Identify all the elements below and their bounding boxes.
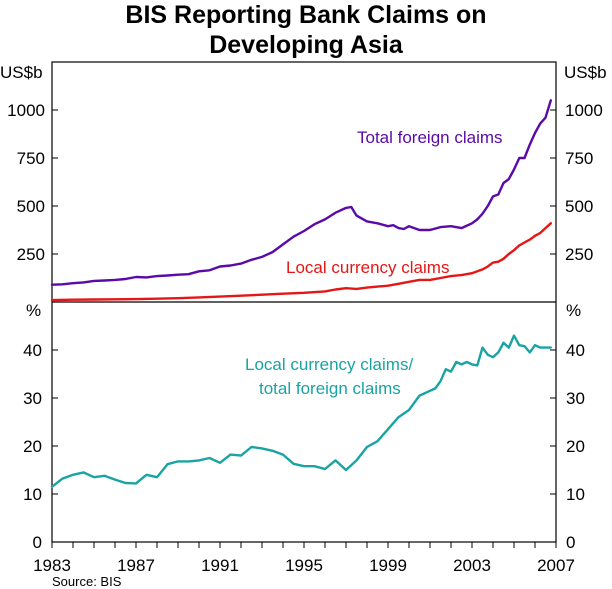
top-right-tick-label: 500 [565,197,593,216]
top-left-tick-label: 1000 [7,101,45,120]
top-right-tick-label: 250 [565,245,593,264]
bottom-right-tick-label: 0 [566,533,575,552]
local-currency-claims-line [50,222,552,302]
top-left-unit-label: US$b [0,63,43,82]
axis-labels: 250 250 500 500 750 750 1000 1000 US$b US$b 0 0 10 10… [0,63,607,575]
top-left-tick-label: 500 [17,197,45,216]
tick-marks [51,109,557,548]
ratio-label-line2: total foreign claims [259,379,401,398]
x-tick-label: 1995 [285,556,323,575]
x-tick-label: 1991 [201,556,239,575]
top-left-tick-label: 750 [17,149,45,168]
source-note: Source: BIS [52,574,122,589]
total-foreign-claims-label: Total foreign claims [357,128,503,147]
top-right-unit-label: US$b [564,63,607,82]
bottom-right-unit-label: % [566,301,581,320]
bottom-right-tick-label: 40 [566,341,585,360]
bottom-left-tick-label: 0 [33,533,42,552]
ratio-line [50,334,552,488]
bottom-left-tick-label: 30 [23,389,42,408]
bottom-right-tick-label: 10 [566,485,585,504]
local-currency-claims-label: Local currency claims [286,258,449,277]
chart-title-line2: Developing Asia [209,31,403,59]
x-tick-label: 1987 [117,556,155,575]
total-foreign-claims-line [50,99,552,286]
bottom-left-tick-label: 10 [23,485,42,504]
chart-title: BIS Reporting Bank Claims on Developing … [0,0,612,60]
bottom-left-tick-label: 40 [23,341,42,360]
top-right-tick-label: 750 [565,149,593,168]
x-tick-label: 1999 [369,556,407,575]
x-tick-label: 2003 [453,556,491,575]
top-left-tick-label: 250 [17,245,45,264]
x-tick-label: 2007 [537,556,575,575]
ratio-label-line1: Local currency claims/ [245,355,413,374]
top-right-tick-label: 1000 [565,101,603,120]
bottom-right-tick-label: 20 [566,437,585,456]
bottom-left-tick-label: 20 [23,437,42,456]
bottom-right-tick-label: 30 [566,389,585,408]
bottom-left-unit-label: % [26,301,41,320]
series-lines [50,99,552,488]
x-tick-label: 1983 [33,556,71,575]
chart-title-line1: BIS Reporting Bank Claims on [125,1,487,29]
series-annotations: Total foreign claims Local currency claim… [245,128,503,398]
